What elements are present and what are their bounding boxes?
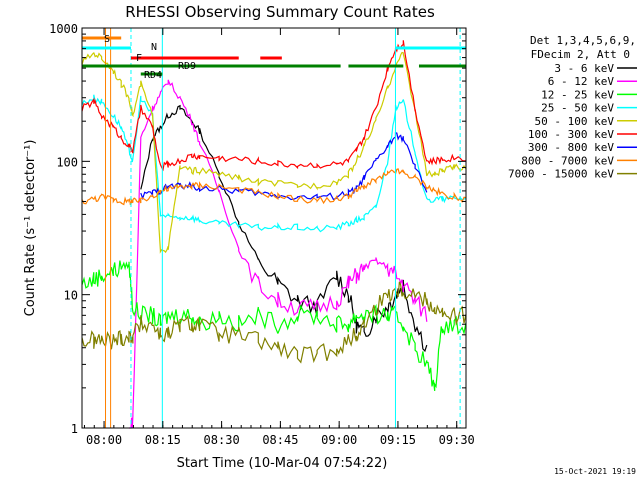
state-bars: S FN RD9 RD4 <box>82 34 466 81</box>
y-axis-label: Count Rate (s⁻¹ detector⁻¹) <box>23 140 38 317</box>
x-tick-label-1: 08:15 <box>145 433 181 447</box>
vertical-markers <box>105 28 461 428</box>
legend-label-3-6-kev: 3 - 6 keV <box>554 62 614 75</box>
x-tick-label-0: 08:00 <box>86 433 122 447</box>
series-line-12-25-kev <box>81 260 467 391</box>
legend-label-800-7000-kev: 800 - 7000 keV <box>521 154 614 167</box>
series-line-6-12-kev <box>129 79 428 429</box>
series-line-25-50-kev <box>81 94 467 233</box>
legend-header-line2: FDecim 2, Att 0 <box>531 48 630 61</box>
series-line-7000-15000-kev <box>81 281 467 364</box>
series-line-800-7000-kev <box>81 168 467 206</box>
y-tick-label-3: 1000 <box>49 22 78 36</box>
x-tick-label-6: 09:30 <box>439 433 475 447</box>
legend-label-6-12-kev: 6 - 12 keV <box>548 75 615 88</box>
y-tick-label-1: 10 <box>64 289 78 303</box>
legend-label-25-50-kev: 25 - 50 keV <box>541 102 614 115</box>
legend-header-line1: Det 1,3,4,5,6,9, <box>530 34 636 47</box>
chart-title: RHESSI Observing Summary Count Rates <box>125 3 435 21</box>
y-tick-label-0: 1 <box>71 422 78 436</box>
state-bar-label-rd9: RD9 <box>178 61 196 72</box>
legend-label-50-100-kev: 50 - 100 keV <box>535 115 615 128</box>
series-layer <box>81 40 467 429</box>
legend-label-300-800-kev: 300 - 800 keV <box>528 141 614 154</box>
x-tick-label-3: 08:45 <box>262 433 298 447</box>
y-axis-ticks: 1 10 100 1000 <box>49 22 466 436</box>
timestamp: 15-Oct-2021 19:19 <box>554 467 636 476</box>
y-tick-label-2: 100 <box>56 155 78 169</box>
x-tick-label-2: 08:30 <box>204 433 240 447</box>
state-bar-label-s: S <box>104 34 110 45</box>
series-line-50-100-kev <box>81 51 467 254</box>
legend-label-7000-15000-kev: 7000 - 15000 keV <box>508 168 614 181</box>
plot-frame <box>81 27 467 429</box>
series-line-3-6-kev <box>140 104 428 353</box>
legend-label-100-300-kev: 100 - 300 keV <box>528 128 614 141</box>
series-line-300-800-kev <box>140 132 428 201</box>
state-bar-label-f: F <box>136 53 142 64</box>
x-axis-ticks: 08:00 08:15 08:30 08:45 09:00 09:15 09:30 <box>83 28 475 447</box>
state-bar-label-rd4: RD4 <box>144 70 162 81</box>
x-tick-label-5: 09:15 <box>380 433 416 447</box>
legend: Det 1,3,4,5,6,9, FDecim 2, Att 0 3 - 6 k… <box>508 34 637 181</box>
state-bar-label-n: N <box>151 42 157 53</box>
x-tick-label-4: 09:00 <box>321 433 357 447</box>
x-axis-label: Start Time (10-Mar-04 07:54:22) <box>177 456 388 471</box>
legend-label-12-25-kev: 12 - 25 keV <box>541 88 614 101</box>
